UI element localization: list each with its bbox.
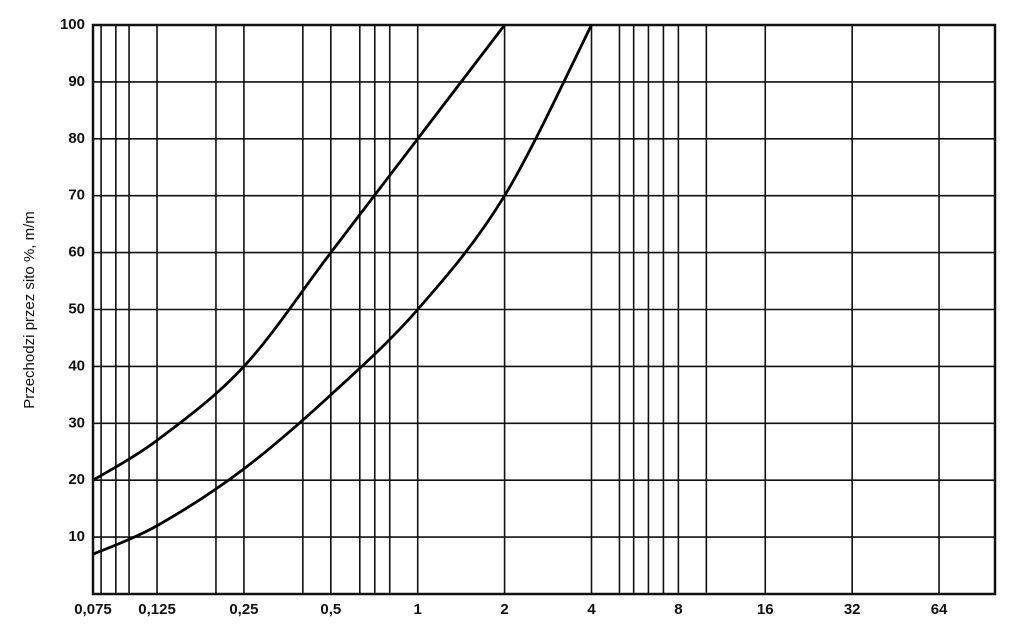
x-tick-label: 32: [844, 601, 861, 618]
y-tick-label: 40: [68, 357, 85, 374]
y-tick-label: 30: [68, 414, 85, 431]
plot-frame: [91, 23, 997, 596]
grading-curve: [92, 24, 506, 482]
x-tick-label: 0,25: [229, 601, 258, 618]
y-tick-label: 90: [68, 73, 85, 90]
x-tick-label: 4: [587, 601, 596, 618]
y-tick-label: 70: [68, 187, 85, 204]
x-tick-label: 0,075: [74, 601, 112, 618]
x-tick-label: 0,5: [320, 601, 341, 618]
x-tick-label: 8: [674, 601, 682, 618]
y-tick-label: 50: [68, 300, 85, 317]
x-tick-label: 64: [931, 601, 948, 618]
x-tick-label: 1: [414, 601, 422, 618]
y-tick-label: 20: [68, 471, 85, 488]
y-tick-label: 100: [60, 16, 85, 33]
x-tick-label: 2: [500, 601, 508, 618]
y-tick-label: 60: [68, 244, 85, 261]
y-tick-label: 80: [68, 130, 85, 147]
x-tick-label: 16: [757, 601, 774, 618]
x-tick-label: 0,125: [138, 601, 176, 618]
y-axis-label: Przechodzi przez sito %, m/m: [21, 211, 38, 409]
y-tick-label: 10: [68, 528, 85, 545]
grading-curve: [92, 24, 593, 556]
